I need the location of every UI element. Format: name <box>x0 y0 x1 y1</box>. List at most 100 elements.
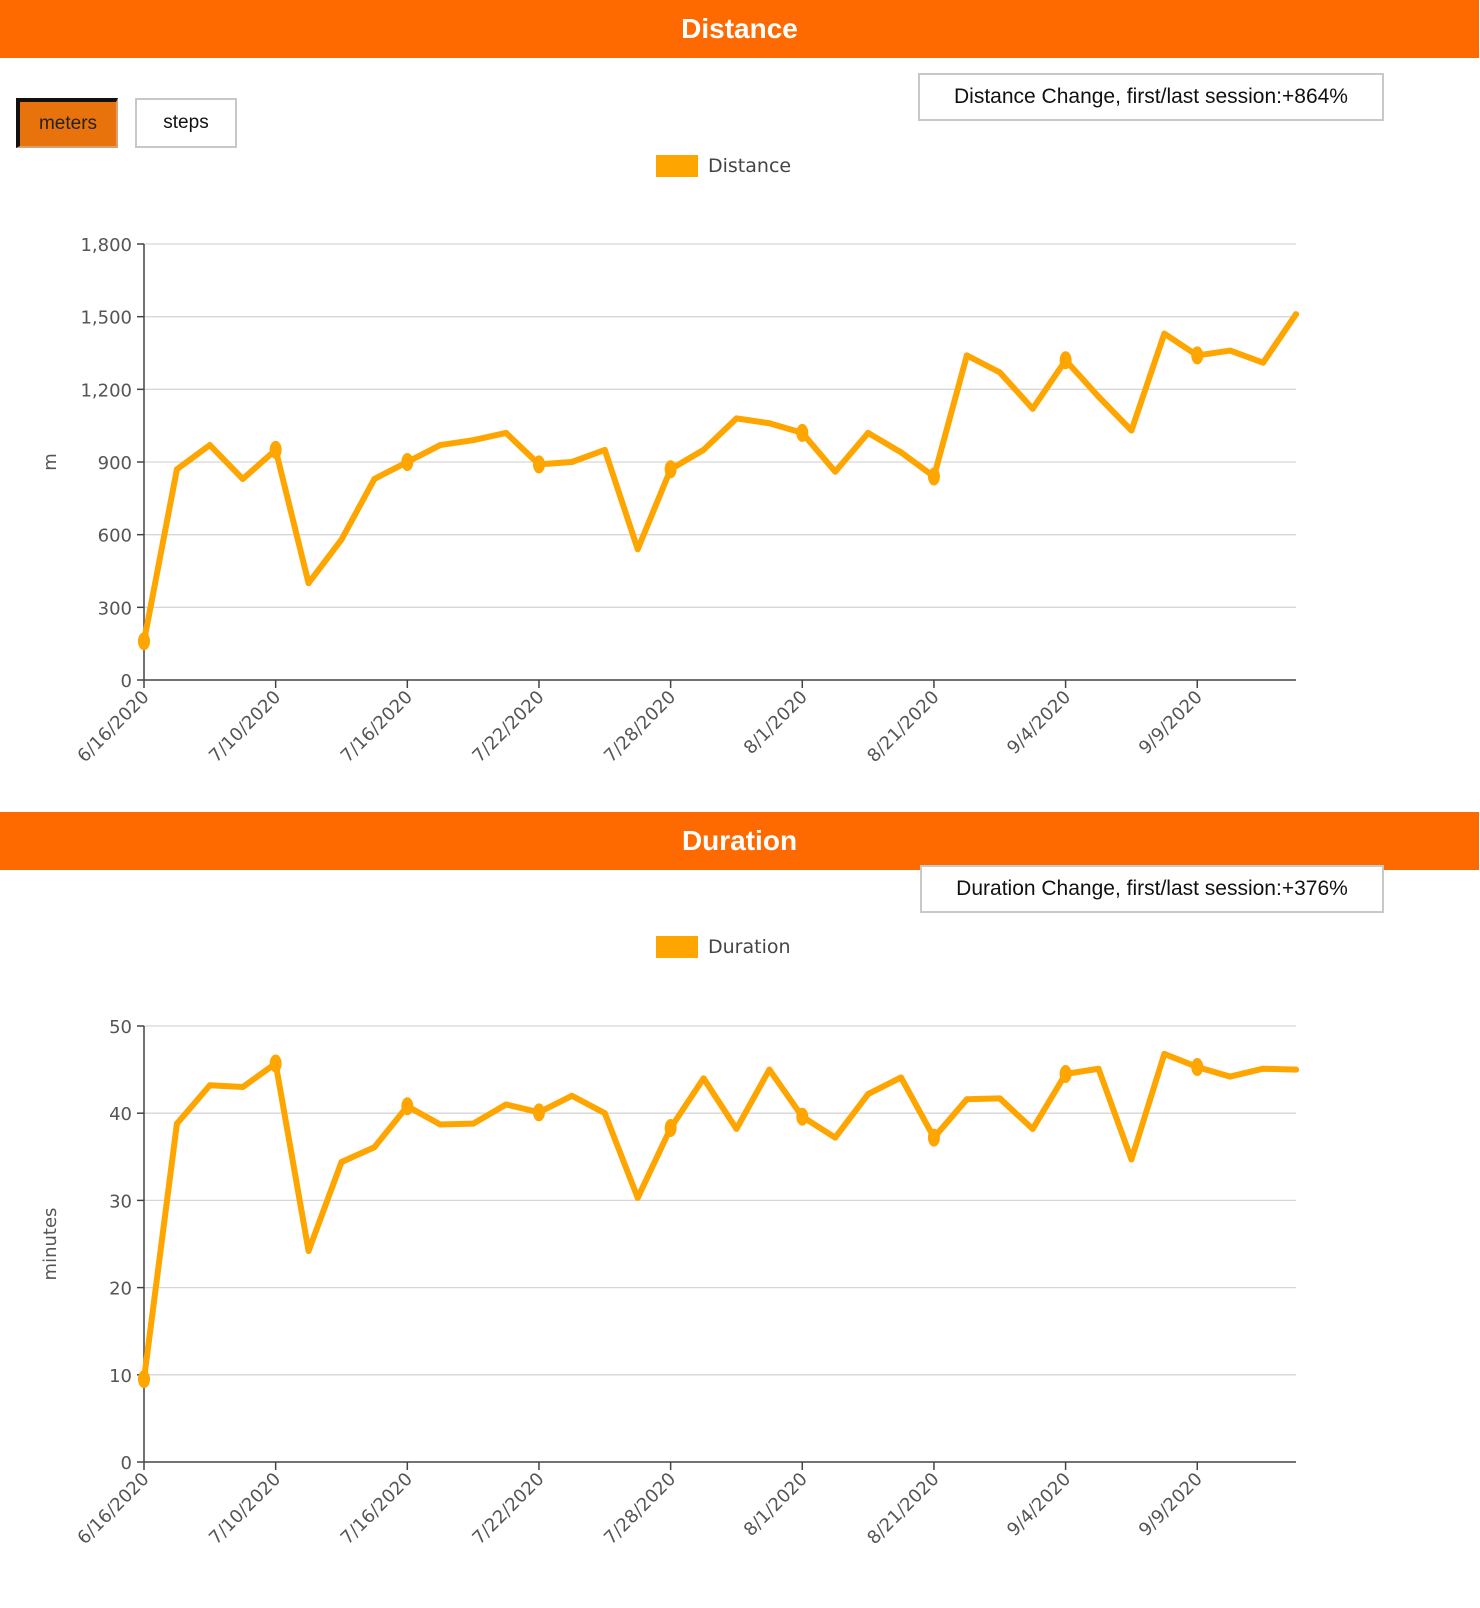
data-point <box>532 455 545 474</box>
data-point <box>898 1074 905 1081</box>
x-tick-label: 8/21/2020 <box>863 1469 943 1549</box>
data-point <box>1128 427 1135 434</box>
distance-change-box: Distance Change, first/last session:+864… <box>918 73 1384 121</box>
y-tick-label: 0 <box>121 1453 132 1474</box>
x-tick-label: 7/22/2020 <box>468 1469 548 1549</box>
y-tick-label: 30 <box>109 1191 132 1212</box>
duration-legend-swatch <box>656 936 698 958</box>
data-point <box>1059 351 1072 370</box>
steps-button[interactable]: steps <box>135 98 237 148</box>
x-tick-label: 9/4/2020 <box>1003 1469 1075 1541</box>
y-tick-label: 600 <box>98 526 132 547</box>
data-point <box>305 580 312 587</box>
series-line <box>141 311 1299 645</box>
y-tick-label: 20 <box>109 1279 132 1300</box>
y-tick-label: 1,800 <box>80 235 132 256</box>
data-point <box>1128 1156 1135 1163</box>
data-point <box>601 446 608 453</box>
data-point <box>898 449 905 456</box>
x-tick-label: 6/16/2020 <box>73 687 153 767</box>
data-point <box>865 429 872 436</box>
distance-legend-swatch <box>656 155 698 177</box>
data-point <box>832 468 839 475</box>
data-point <box>796 423 809 442</box>
data-point <box>1095 393 1102 400</box>
data-point <box>996 369 1003 376</box>
duration-change-box: Duration Change, first/last session:+376… <box>920 865 1384 913</box>
data-point <box>601 1110 608 1117</box>
data-point <box>1227 1073 1234 1080</box>
duration-legend[interactable]: Duration <box>656 936 791 958</box>
data-point <box>338 1159 345 1166</box>
data-point <box>568 1092 575 1099</box>
y-axis-label: minutes <box>40 1208 61 1281</box>
data-point <box>269 440 282 459</box>
data-point <box>206 442 213 449</box>
data-point <box>1227 347 1234 354</box>
y-tick-label: 300 <box>98 598 132 619</box>
distance-chart: 0 300 600 900 1,200 1,500 1,800 6/16/2020 7/10/2… <box>40 235 1299 767</box>
data-point <box>437 1121 444 1128</box>
x-tick-label: 7/16/2020 <box>337 1469 417 1549</box>
data-point <box>1293 1066 1299 1073</box>
data-point <box>173 1120 180 1127</box>
data-point <box>832 1134 839 1141</box>
meters-button[interactable]: meters <box>16 98 118 148</box>
data-point <box>1191 346 1204 365</box>
data-point <box>1059 1064 1072 1083</box>
distance-section: Distance Distance Change, first/last ses… <box>0 0 1479 767</box>
data-point <box>664 460 677 479</box>
data-point <box>371 1144 378 1151</box>
y-axis-label: m <box>40 453 61 471</box>
data-point <box>664 1119 677 1138</box>
data-point <box>963 352 970 359</box>
data-point <box>1191 1057 1204 1076</box>
data-point <box>401 1097 414 1116</box>
data-point <box>996 1095 1003 1102</box>
x-tick-label: 6/16/2020 <box>73 1469 153 1549</box>
y-tick-label: 900 <box>98 453 132 474</box>
data-point <box>1161 1050 1168 1057</box>
data-point <box>963 1096 970 1103</box>
y-tick-label: 1,500 <box>80 308 132 329</box>
x-tick-label: 8/21/2020 <box>863 687 943 767</box>
x-tick-label: 7/28/2020 <box>600 1469 680 1549</box>
data-point <box>206 1082 213 1089</box>
data-point <box>239 475 246 482</box>
x-tick-label: 7/22/2020 <box>468 687 548 767</box>
y-tick-label: 40 <box>109 1104 132 1125</box>
duration-header: Duration <box>0 812 1479 870</box>
data-point <box>138 1370 150 1389</box>
data-point <box>927 467 940 486</box>
data-point <box>371 475 378 482</box>
data-point <box>796 1107 809 1126</box>
data-point <box>733 415 740 422</box>
x-tick-label: 7/28/2020 <box>600 687 680 767</box>
y-tick-label: 10 <box>109 1366 132 1387</box>
data-point <box>173 466 180 473</box>
distance-legend[interactable]: Distance <box>656 155 791 177</box>
x-tick-label: 9/4/2020 <box>1003 687 1075 759</box>
data-point <box>766 1066 773 1073</box>
x-tick-label: 7/10/2020 <box>205 1469 285 1549</box>
data-point <box>239 1084 246 1091</box>
data-point <box>927 1128 940 1147</box>
distance-legend-label: Distance <box>708 155 792 177</box>
data-point <box>1260 1065 1267 1072</box>
x-tick-label: 7/16/2020 <box>337 687 417 767</box>
series-line <box>141 1050 1299 1383</box>
data-point <box>1293 311 1299 318</box>
y-tick-label: 0 <box>121 671 132 692</box>
data-point <box>1029 405 1036 412</box>
distance-header: Distance <box>0 0 1479 58</box>
data-point <box>766 420 773 427</box>
y-tick-label: 50 <box>109 1017 132 1038</box>
data-point <box>401 453 414 471</box>
duration-section: Duration Duration Change, first/last ses… <box>0 812 1480 1608</box>
data-point <box>269 1054 282 1073</box>
data-point <box>470 437 477 444</box>
data-point <box>503 1101 510 1108</box>
data-point <box>532 1103 545 1122</box>
data-point <box>568 459 575 465</box>
data-point <box>503 429 510 436</box>
